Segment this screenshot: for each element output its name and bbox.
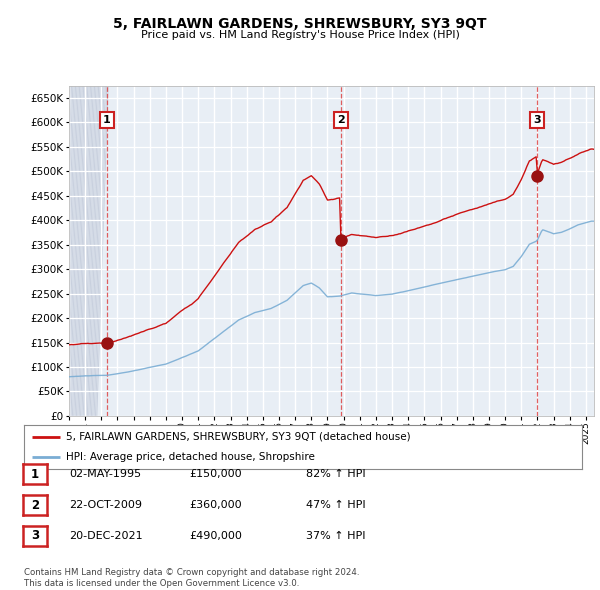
Text: 1: 1 [31, 468, 39, 481]
Text: Contains HM Land Registry data © Crown copyright and database right 2024.
This d: Contains HM Land Registry data © Crown c… [24, 568, 359, 588]
Text: 02-MAY-1995: 02-MAY-1995 [69, 470, 141, 479]
Text: £150,000: £150,000 [189, 470, 242, 479]
Text: 1: 1 [103, 115, 110, 125]
Text: £360,000: £360,000 [189, 500, 242, 510]
Text: 20-DEC-2021: 20-DEC-2021 [69, 531, 143, 540]
Text: 37% ↑ HPI: 37% ↑ HPI [306, 531, 365, 540]
Text: 22-OCT-2009: 22-OCT-2009 [69, 500, 142, 510]
Text: £490,000: £490,000 [189, 531, 242, 540]
Text: 3: 3 [533, 115, 541, 125]
Text: HPI: Average price, detached house, Shropshire: HPI: Average price, detached house, Shro… [66, 452, 315, 462]
Text: 5, FAIRLAWN GARDENS, SHREWSBURY, SY3 9QT (detached house): 5, FAIRLAWN GARDENS, SHREWSBURY, SY3 9QT… [66, 432, 410, 442]
Text: Price paid vs. HM Land Registry's House Price Index (HPI): Price paid vs. HM Land Registry's House … [140, 30, 460, 40]
Text: 3: 3 [31, 529, 39, 542]
Text: 47% ↑ HPI: 47% ↑ HPI [306, 500, 365, 510]
Text: 82% ↑ HPI: 82% ↑ HPI [306, 470, 365, 479]
Text: 5, FAIRLAWN GARDENS, SHREWSBURY, SY3 9QT: 5, FAIRLAWN GARDENS, SHREWSBURY, SY3 9QT [113, 17, 487, 31]
Text: 2: 2 [31, 499, 39, 512]
Text: 2: 2 [337, 115, 344, 125]
